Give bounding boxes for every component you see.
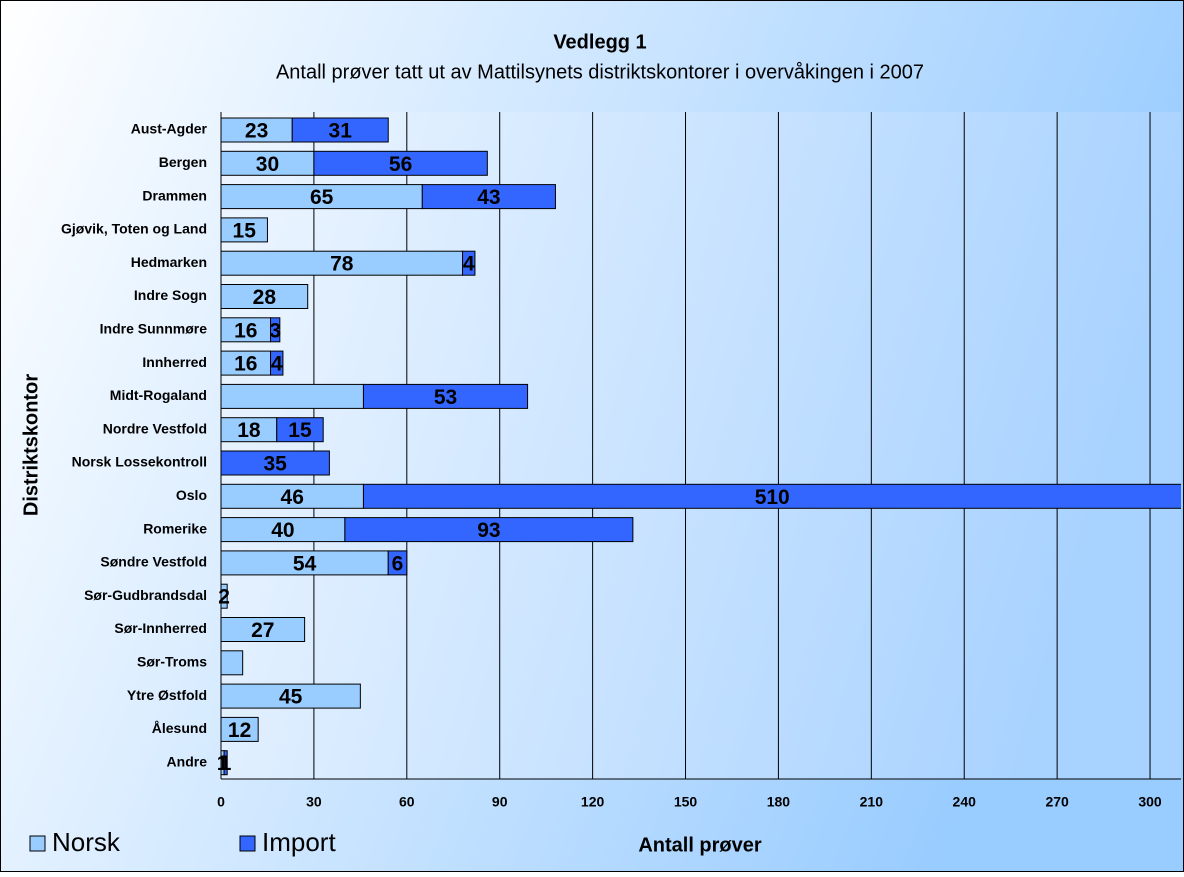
- data-label: 40: [271, 519, 294, 542]
- bar-segment: [387, 550, 408, 576]
- data-label: 4: [271, 353, 283, 376]
- y-tick-label: Sør-Gudbrandsdal: [84, 587, 207, 603]
- bar-segment: [221, 683, 361, 709]
- x-tick-label: 150: [674, 794, 698, 810]
- data-label: 18: [237, 419, 261, 442]
- y-tick-label: Midt-Rogaland: [110, 387, 207, 403]
- x-tick-label: 90: [492, 794, 508, 810]
- bar-segment: [221, 617, 306, 642]
- data-label: 1: [220, 752, 232, 775]
- chart-title: Vedlegg 1: [553, 31, 646, 53]
- data-label: 27: [251, 619, 274, 642]
- legend-label: Import: [262, 827, 336, 857]
- bar-segment: [344, 517, 634, 543]
- bar-segment: [221, 716, 259, 742]
- y-tick-label: Innherred: [142, 354, 207, 370]
- bar-segment: [270, 350, 284, 376]
- data-label: 28: [253, 286, 277, 309]
- data-label: 43: [477, 186, 500, 209]
- data-label: 16: [234, 353, 257, 376]
- y-tick-label: Gjøvik, Toten og Land: [61, 221, 207, 237]
- y-tick-label: Søndre Vestfold: [100, 554, 207, 570]
- x-tick-label: 30: [306, 794, 322, 810]
- x-tick-label: 210: [860, 794, 884, 810]
- bar-segment: [221, 650, 244, 676]
- data-label: 15: [233, 219, 257, 242]
- x-tick-label: 240: [953, 794, 977, 810]
- x-tick-label: 300: [1138, 794, 1162, 810]
- y-tick-label: Indre Sogn: [134, 287, 207, 303]
- bar-segment: [421, 184, 556, 210]
- data-label: 65: [310, 186, 334, 209]
- data-label: 12: [228, 719, 251, 742]
- y-tick-label: Sør-Troms: [137, 654, 207, 670]
- x-tick-label: 0: [217, 794, 225, 810]
- data-label: 4: [463, 253, 475, 276]
- bar-segment: [362, 383, 529, 409]
- y-tick-label: Aust-Agder: [131, 121, 208, 137]
- bar-segment: [221, 117, 293, 143]
- data-label: 30: [256, 153, 279, 176]
- bar-segment: [276, 417, 324, 443]
- y-tick-label: Ytre Østfold: [127, 687, 207, 703]
- bar-segment: [221, 450, 330, 476]
- plot-area: [221, 112, 1181, 779]
- y-tick-label: Romerike: [143, 520, 207, 536]
- y-tick-label: Sør-Innherred: [114, 620, 207, 636]
- bar-segment: [221, 217, 268, 243]
- bar-segment: [221, 184, 423, 210]
- data-label: 31: [329, 120, 353, 143]
- y-tick-label: Indre Sunnmøre: [100, 321, 208, 337]
- x-tick-label: 180: [767, 794, 791, 810]
- data-label: 78: [330, 253, 354, 276]
- data-label: 46: [281, 486, 304, 509]
- y-tick-label: Ålesund: [152, 720, 207, 736]
- y-tick-label: Drammen: [142, 187, 207, 203]
- bar-segment: [221, 317, 272, 343]
- y-axis-title: Distriktskontor: [20, 374, 42, 516]
- bar-segment: [362, 483, 1181, 509]
- y-tick-label: Hedmarken: [131, 254, 207, 270]
- x-tick-label: 60: [399, 794, 415, 810]
- bar-segment: [221, 517, 346, 543]
- x-tick-label: 270: [1045, 794, 1069, 810]
- y-tick-label: Norsk Lossekontroll: [72, 454, 207, 470]
- x-tick-label: 120: [581, 794, 605, 810]
- y-tick-label: Nordre Vestfold: [103, 420, 207, 436]
- bar-segment: [223, 750, 228, 776]
- x-axis-title: Antall prøver: [638, 834, 762, 856]
- chart-subtitle: Antall prøver tatt ut av Mattilsynets di…: [276, 61, 924, 83]
- bar-segment: [221, 417, 278, 443]
- data-label: 35: [264, 453, 288, 476]
- bar-segment: [221, 550, 389, 576]
- data-label: 23: [245, 120, 268, 143]
- data-label: 54: [293, 552, 317, 575]
- bar-segment: [221, 383, 364, 409]
- data-label: 16: [234, 319, 257, 342]
- data-label: 56: [389, 153, 412, 176]
- legend-swatch: [239, 835, 256, 852]
- data-label: 53: [434, 386, 457, 409]
- bar-segment: [221, 583, 228, 609]
- data-label: 1: [217, 752, 229, 775]
- bar-segment: [462, 250, 476, 276]
- data-label: 45: [279, 686, 303, 709]
- y-tick-label: Oslo: [176, 487, 207, 503]
- data-label: 93: [477, 519, 500, 542]
- bar-segment: [291, 117, 389, 143]
- data-label: 510: [755, 486, 790, 509]
- data-label: 2: [218, 586, 230, 609]
- data-label: 15: [288, 419, 312, 442]
- bar-segment: [313, 150, 488, 176]
- legend-swatch: [29, 835, 46, 852]
- data-label: 3: [269, 319, 281, 342]
- bar-segment: [270, 317, 281, 343]
- data-label: 6: [392, 552, 404, 575]
- y-tick-label: Andre: [167, 753, 208, 769]
- legend-label: Norsk: [52, 827, 121, 857]
- y-tick-label: Bergen: [159, 154, 207, 170]
- bar-segment: [221, 284, 309, 309]
